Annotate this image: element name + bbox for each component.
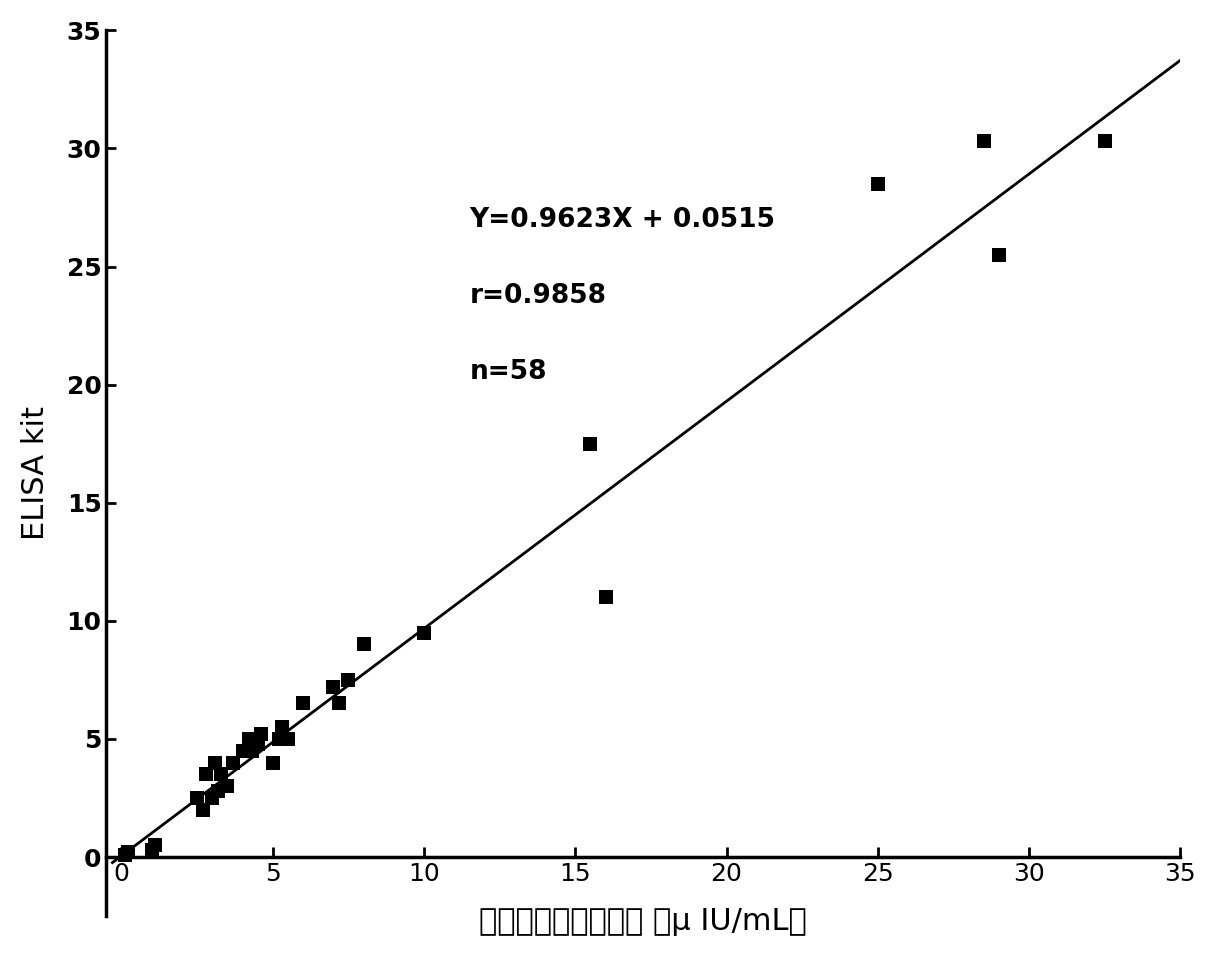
Text: Y=0.9623X + 0.0515: Y=0.9623X + 0.0515 <box>470 208 775 234</box>
Point <box>248 736 268 752</box>
Point <box>263 754 282 770</box>
Point <box>142 842 162 858</box>
Point <box>293 696 313 711</box>
X-axis label: 本实验方法测得结果 （μ IU/mL）: 本实验方法测得结果 （μ IU/mL） <box>479 907 807 936</box>
Point <box>114 847 134 863</box>
Point <box>194 802 213 817</box>
Point <box>196 767 215 782</box>
Point <box>324 679 343 695</box>
Point <box>239 731 258 747</box>
Point <box>273 720 292 735</box>
Text: n=58: n=58 <box>470 358 546 384</box>
Point <box>868 176 887 191</box>
Point <box>242 743 262 758</box>
Point <box>974 133 993 149</box>
Point <box>1095 133 1115 149</box>
Point <box>212 767 231 782</box>
Point <box>330 696 349 711</box>
Point <box>206 754 225 770</box>
Y-axis label: ELISA kit: ELISA kit <box>21 406 50 540</box>
Point <box>187 790 207 806</box>
Point <box>118 844 138 860</box>
Point <box>251 726 270 742</box>
Point <box>224 754 243 770</box>
Point <box>338 672 358 688</box>
Point <box>232 743 252 758</box>
Text: r=0.9858: r=0.9858 <box>470 283 606 309</box>
Point <box>208 783 228 799</box>
Point <box>354 637 374 652</box>
Point <box>269 731 288 747</box>
Point <box>202 790 221 806</box>
Point <box>218 779 237 794</box>
Point <box>414 625 433 640</box>
Point <box>596 589 616 605</box>
Point <box>989 247 1009 263</box>
Point <box>145 838 164 853</box>
Point <box>581 436 600 451</box>
Point <box>279 731 298 747</box>
